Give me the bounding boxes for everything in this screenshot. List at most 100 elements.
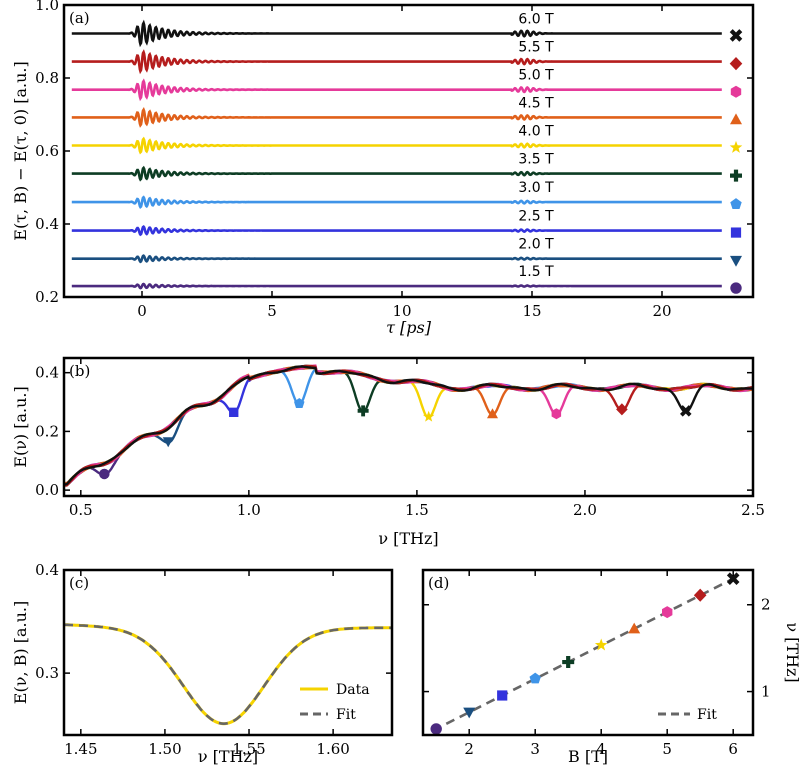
spectrum-5.5 [64, 364, 753, 487]
y-tick-label: 0.3 [35, 664, 59, 682]
plot-frame [62, 3, 755, 299]
x-axis-label: ν [THz] [378, 529, 438, 548]
y-tick-label: 2 [761, 596, 771, 614]
dip-marker-3.0 [294, 398, 305, 408]
point-6.0 [726, 572, 740, 585]
panel-d: 2 3 4 5 6 1 2 (d) Fit B [T] ν [THz] [421, 568, 802, 766]
y-axis-label: E(ν, B) [a.u.] [11, 601, 30, 704]
x-tick-label: 6 [728, 740, 738, 758]
time-trace-5.5 [71, 49, 722, 75]
marker-3.0 [730, 198, 742, 209]
y-axis-label: E(τ, B) − E(τ, 0) [a.u.] [11, 61, 30, 240]
field-label-2.0: 2.0 T [518, 237, 554, 253]
x-tick-label: 1.50 [148, 740, 181, 758]
point-5.0 [662, 606, 673, 619]
field-label-3.0: 3.0 T [518, 180, 554, 196]
point-3.0 [529, 672, 541, 684]
fit-line [63, 623, 392, 726]
panel-label-d: (d) [428, 574, 449, 592]
point-5.5 [693, 588, 707, 602]
marker-3.5 [730, 169, 742, 182]
fit-line [432, 575, 738, 732]
dip-marker-2.0 [162, 437, 174, 448]
point-4.0 [594, 638, 608, 651]
y-tick-label: 1.0 [35, 0, 59, 14]
y-tick-label: 0.2 [35, 288, 59, 306]
x-axis-label: ν [THz] [198, 747, 258, 766]
spectrum-2.5 [63, 365, 753, 485]
panel-a: 1.5 T 2.0 T 2.5 T 3.0 T 3.5 T 4.0 T 4.5 T 5.0 T… [11, 0, 755, 337]
x-tick-label: 20 [652, 302, 671, 320]
panel-label-a: (a) [69, 9, 90, 27]
panel-label-c: (c) [69, 574, 89, 592]
point-2.0 [463, 707, 476, 719]
y-tick-label: 0.0 [35, 481, 59, 499]
plot-frame [62, 356, 755, 498]
time-trace-4.5 [71, 106, 722, 128]
field-label-3.5: 3.5 T [518, 152, 554, 168]
spectrum-4.0 [63, 365, 753, 486]
y-tick-label: 1 [761, 683, 771, 701]
plot-frame [62, 568, 394, 737]
dip-marker-5.5 [616, 403, 628, 416]
dip-marker-5.0 [551, 408, 562, 420]
x-tick-label: 1.55 [232, 740, 265, 758]
y-tick-label: 0.8 [35, 69, 59, 87]
plot-frame [421, 568, 755, 737]
y-tick-label: 0.4 [35, 215, 59, 233]
x-tick-label: 2.5 [741, 501, 765, 519]
y-axis-label: ν [THz] [783, 622, 802, 682]
marker-1.5 [730, 282, 742, 294]
time-trace-3.0 [71, 195, 722, 210]
field-label-1.5: 1.5 T [518, 264, 554, 280]
legend-data-label: Data [336, 682, 370, 698]
point-3.5 [562, 656, 575, 669]
panel-c: 1.45 1.50 1.55 1.60 0.3 0.4 (c) Data Fit ν [THz] E… [11, 561, 394, 766]
x-tick-label: 1.0 [237, 501, 261, 519]
dip-marker-2.5 [229, 407, 239, 417]
time-trace-3.5 [71, 165, 722, 182]
legend-fit-label: Fit [697, 707, 717, 723]
dip-marker-4.5 [487, 408, 498, 419]
field-label-5.5: 5.5 T [518, 40, 554, 56]
time-trace-5.0 [71, 78, 722, 102]
time-trace-6.0 [71, 19, 722, 48]
spectrum-3.5 [64, 364, 753, 487]
y-tick-label: 0.2 [35, 422, 59, 440]
x-tick-label: 3 [530, 740, 540, 758]
point-4.5 [628, 622, 641, 634]
field-label-4.5: 4.5 T [518, 95, 554, 111]
spectrum-5.0 [63, 364, 753, 486]
marker-2.5 [730, 227, 742, 238]
x-tick-label: 10 [392, 302, 411, 320]
marker-4.0 [729, 140, 743, 153]
marker-5.0 [730, 85, 742, 98]
x-tick-label: 4 [596, 740, 606, 758]
time-trace-2.5 [71, 224, 722, 237]
field-label-2.5: 2.5 T [518, 209, 554, 225]
y-tick-label: 0.6 [35, 142, 59, 160]
panel-label-b: (b) [69, 362, 90, 380]
x-tick-label: 5 [662, 740, 672, 758]
marker-5.5 [729, 57, 743, 71]
field-label-5.0: 5.0 T [518, 68, 554, 84]
x-tick-label: 15 [522, 302, 541, 320]
x-tick-label: 0.5 [69, 501, 93, 519]
x-tick-label: 1.45 [64, 740, 97, 758]
field-label-4.0: 4.0 T [518, 124, 554, 140]
y-axis-label: E(ν) [a.u.] [11, 386, 30, 467]
dip-marker-4.0 [422, 410, 435, 422]
y-tick-label: 0.4 [35, 364, 59, 382]
x-tick-label: 1.5 [405, 501, 429, 519]
marker-4.5 [730, 113, 742, 125]
y-tick-label: 0.4 [35, 561, 59, 579]
x-tick-label: 2 [464, 740, 474, 758]
spectrum-6.0 [63, 365, 753, 486]
time-trace-2.0 [71, 254, 722, 264]
x-axis-label: B [T] [568, 747, 608, 766]
x-tick-label: 0 [137, 302, 147, 320]
x-tick-label: 1.60 [316, 740, 349, 758]
time-trace-4.0 [71, 136, 722, 155]
x-tick-label: 2.0 [573, 501, 597, 519]
